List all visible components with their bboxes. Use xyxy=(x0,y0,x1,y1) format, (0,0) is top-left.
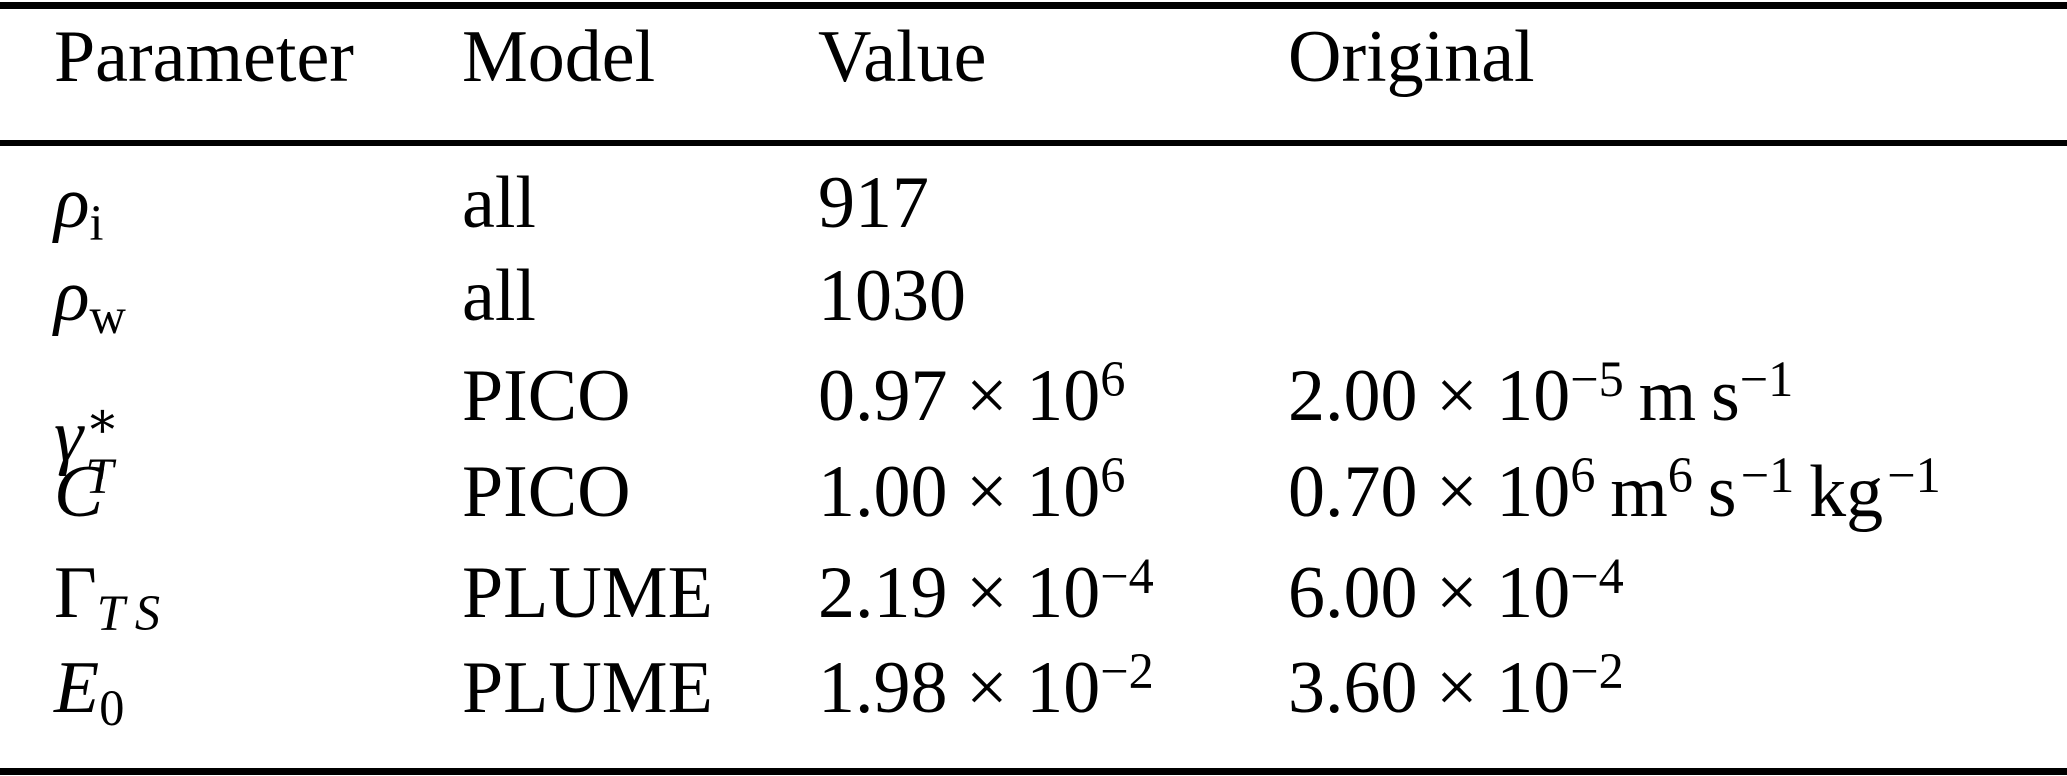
cell-parameter: γ ∗ T xyxy=(54,392,120,505)
cell-value: 2.19 × 10−4 xyxy=(818,547,1154,634)
table-bottom-rule xyxy=(0,768,2067,775)
cell-value: 0.97 × 106 xyxy=(818,350,1126,437)
cell-model: all xyxy=(462,162,536,244)
cell-value: 917 xyxy=(818,162,929,244)
cell-model: PLUME xyxy=(462,647,713,729)
cell-value: 1.98 × 10−2 xyxy=(818,642,1154,729)
cell-original: 6.00 × 10−4 xyxy=(1288,547,1624,634)
cell-original: 2.00 × 10−5 m s−1 xyxy=(1288,350,1794,437)
table-row: ρw all 1030 xyxy=(0,259,2067,353)
column-header-parameter: Parameter xyxy=(54,16,354,98)
column-header-value: Value xyxy=(818,16,987,98)
sup-sub-stack: ∗ T xyxy=(85,392,120,505)
table-header-row: Parameter Model Value Original xyxy=(0,20,2067,114)
column-header-original: Original xyxy=(1288,16,1535,98)
cell-parameter: E0 xyxy=(54,647,125,736)
cell-model: PLUME xyxy=(462,552,713,634)
cell-model: PICO xyxy=(462,355,631,437)
cell-parameter: ρi xyxy=(54,162,104,251)
cell-value: 1.00 × 106 xyxy=(818,446,1126,533)
cell-parameter: C xyxy=(54,451,104,533)
cell-original: 0.70 × 106 m6 s −1 kg −1 xyxy=(1288,446,1941,533)
table-header-rule xyxy=(0,140,2067,146)
cell-value: 1030 xyxy=(818,255,966,337)
cell-original: 3.60 × 10−2 xyxy=(1288,642,1624,729)
cell-parameter: ρw xyxy=(54,255,126,344)
cell-parameter: ΓT S xyxy=(54,552,160,641)
table-top-rule xyxy=(0,2,2067,9)
cell-model: all xyxy=(462,255,536,337)
cell-model: PICO xyxy=(462,451,631,533)
table-row: C PICO 1.00 × 106 0.70 × 106 m6 s −1 kg −1 xyxy=(0,446,2067,549)
table-row: γ ∗ T PICO 0.97 × 106 2.00 × 10−5 m s−1 xyxy=(0,350,2067,503)
table-row: E0 PLUME 1.98 × 10−2 3.60 × 10−2 xyxy=(0,642,2067,745)
column-header-model: Model xyxy=(462,16,656,98)
table-row: ΓT S PLUME 2.19 × 10−4 6.00 × 10−4 xyxy=(0,547,2067,650)
table-row: ρi all 917 xyxy=(0,166,2067,260)
